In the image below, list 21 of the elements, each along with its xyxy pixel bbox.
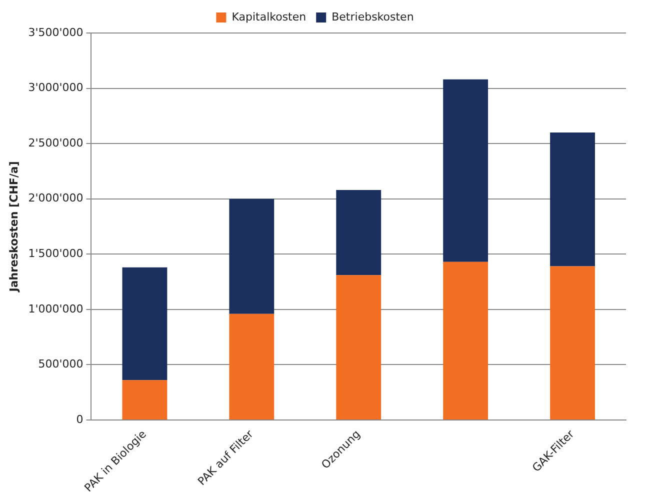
bar [443, 262, 488, 420]
legend-label: Betriebskosten [332, 10, 414, 24]
bar [550, 266, 595, 420]
y-tick-label: 1'000'000 [28, 302, 84, 316]
y-tick-label: 1'500'000 [28, 246, 84, 260]
y-tick-label: 3'000'000 [28, 81, 84, 94]
y-tick-label: 3'500'000 [28, 26, 84, 39]
y-tick-label: 2'000'000 [28, 192, 84, 205]
bar [122, 267, 168, 380]
bar [336, 190, 382, 276]
y-tick-label: 0 [76, 412, 84, 426]
bar [443, 79, 488, 262]
bar [229, 314, 274, 420]
bar [122, 380, 168, 420]
y-tick-label: 2'500'000 [28, 136, 84, 150]
bar [550, 132, 595, 266]
bar [336, 275, 382, 420]
y-tick-label: 500'000 [38, 358, 84, 371]
bar [229, 198, 274, 314]
legend-label: Kapitalkosten [232, 10, 306, 24]
y-axis-title: Jahreskosten [CHF/a] [7, 161, 20, 293]
